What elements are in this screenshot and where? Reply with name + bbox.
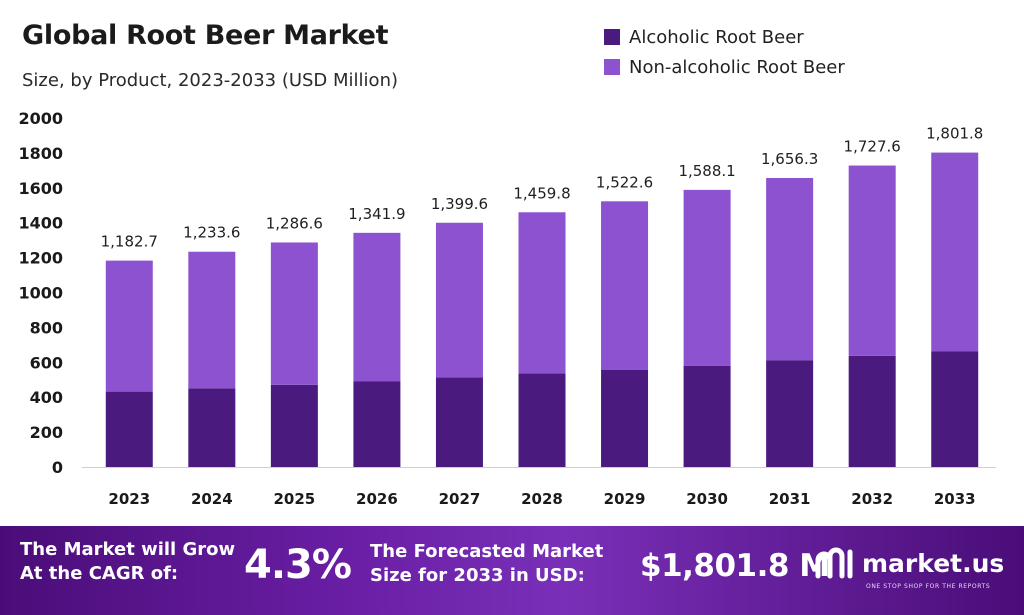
bar-segment-alcoholic xyxy=(601,369,649,467)
bar-total-label: 1,459.8 xyxy=(513,184,570,202)
legend-label-alcoholic: Alcoholic Root Beer xyxy=(629,26,804,48)
x-tick-label: 2033 xyxy=(934,490,976,508)
bar-segment-alcoholic xyxy=(353,381,401,467)
bar-segment-non-alcoholic xyxy=(766,177,814,361)
legend-label-non-alcoholic: Non-alcoholic Root Beer xyxy=(629,56,845,78)
y-tick-label: 1600 xyxy=(18,179,63,198)
y-tick-label: 1800 xyxy=(18,144,63,163)
x-tick-label: 2029 xyxy=(604,490,646,508)
bar-segment-alcoholic xyxy=(931,351,979,467)
legend-swatch-non-alcoholic xyxy=(604,59,620,75)
forecast-value: $1,801.8 M xyxy=(640,548,830,584)
x-tick-label: 2028 xyxy=(521,490,563,508)
y-tick-label: 200 xyxy=(30,423,63,442)
bar-segment-non-alcoholic xyxy=(270,242,318,385)
cagr-caption-line2: At the CAGR of: xyxy=(20,563,179,584)
x-tick-label: 2027 xyxy=(439,490,481,508)
bar-total-label: 1,286.6 xyxy=(266,214,323,232)
x-tick-label: 2031 xyxy=(769,490,811,508)
x-tick-label: 2026 xyxy=(356,490,398,508)
bar-segment-non-alcoholic xyxy=(601,201,649,370)
chart-legend: Alcoholic Root Beer Non-alcoholic Root B… xyxy=(604,22,845,82)
y-tick-label: 400 xyxy=(30,388,63,407)
forecast-caption-line2: Size for 2033 in USD: xyxy=(370,565,585,586)
y-tick-label: 800 xyxy=(30,318,63,337)
x-tick-label: 2023 xyxy=(108,490,150,508)
cagr-caption-line1: The Market will Grow xyxy=(20,539,236,560)
brand-logo: market.us xyxy=(814,546,1004,580)
x-tick-label: 2024 xyxy=(191,490,233,508)
y-tick-label: 1000 xyxy=(18,284,63,303)
brand-tagline: ONE STOP SHOP FOR THE REPORTS xyxy=(866,583,991,590)
x-tick-label: 2030 xyxy=(686,490,728,508)
bar-segment-alcoholic xyxy=(270,384,318,467)
bar-segment-alcoholic xyxy=(435,377,483,467)
bar-total-label: 1,233.6 xyxy=(183,224,240,242)
y-tick-label: 1400 xyxy=(18,214,63,233)
bar-segment-non-alcoholic xyxy=(105,260,153,392)
bar-segment-alcoholic xyxy=(518,373,566,467)
y-tick-label: 0 xyxy=(52,458,63,477)
legend-item-alcoholic: Alcoholic Root Beer xyxy=(604,22,845,52)
bar-segment-non-alcoholic xyxy=(848,165,896,356)
legend-item-non-alcoholic: Non-alcoholic Root Beer xyxy=(604,52,845,82)
bar-total-label: 1,341.9 xyxy=(348,205,405,223)
bar-segment-non-alcoholic xyxy=(188,251,236,389)
summary-banner: The Market will Grow At the CAGR of: 4.3… xyxy=(0,526,1024,615)
x-tick-label: 2025 xyxy=(273,490,315,508)
bar-segment-alcoholic xyxy=(683,365,731,467)
bar-total-label: 1,182.7 xyxy=(101,233,158,251)
bar-segment-non-alcoholic xyxy=(683,189,731,366)
y-tick-label: 2000 xyxy=(18,109,63,128)
bar-segment-non-alcoholic xyxy=(353,232,401,382)
bar-total-label: 1,801.8 xyxy=(926,125,983,143)
stacked-bar-chart: 0 200 400 600 800 1000 1200 1400 1600 1800 2000 1,1… xyxy=(18,109,996,508)
bar-segment-non-alcoholic xyxy=(518,212,566,374)
brand-name: market.us xyxy=(862,548,1005,578)
bar-total-label: 1,399.6 xyxy=(431,195,488,213)
y-tick-label: 1200 xyxy=(18,249,63,268)
bar-total-label: 1,588.1 xyxy=(678,162,735,180)
chart-title: Global Root Beer Market xyxy=(22,20,389,51)
bar-segment-alcoholic xyxy=(766,360,814,467)
market-us-logo-icon xyxy=(815,547,853,579)
y-tick-label: 600 xyxy=(30,353,63,372)
chart-subtitle: Size, by Product, 2023-2033 (USD Million… xyxy=(22,70,398,91)
bar-total-label: 1,727.6 xyxy=(844,138,901,156)
legend-swatch-alcoholic xyxy=(604,29,620,45)
forecast-caption-line1: The Forecasted Market xyxy=(370,541,604,562)
bar-total-label: 1,656.3 xyxy=(761,150,818,168)
bar-total-label: 1,522.6 xyxy=(596,173,653,191)
bar-segment-alcoholic xyxy=(188,388,236,467)
bar-segment-non-alcoholic xyxy=(931,152,979,352)
x-tick-label: 2032 xyxy=(851,490,893,508)
bar-segment-alcoholic xyxy=(105,391,153,467)
bar-segment-non-alcoholic xyxy=(435,222,483,378)
cagr-value: 4.3% xyxy=(244,542,352,588)
bar-segment-alcoholic xyxy=(848,355,896,467)
